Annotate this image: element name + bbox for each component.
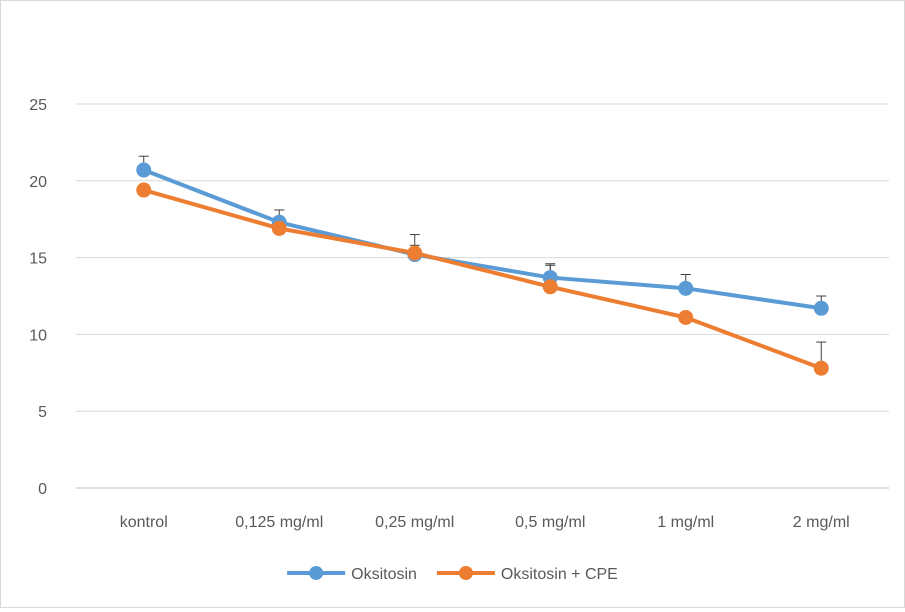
x-tick-label: 0,5 mg/ml xyxy=(515,514,585,531)
data-point xyxy=(678,310,694,326)
legend-item: Oksitosin + CPE xyxy=(436,566,618,583)
data-point xyxy=(136,162,152,178)
data-point xyxy=(271,220,287,236)
series-line-1 xyxy=(141,188,824,371)
x-tick-label: kontrol xyxy=(120,514,168,531)
legend-label: Oksitosin xyxy=(351,566,417,583)
legend: Oksitosin Oksitosin + CPE xyxy=(287,566,618,583)
data-point xyxy=(813,360,829,376)
data-point xyxy=(678,280,694,296)
gridlines xyxy=(76,103,889,489)
series-line-0 xyxy=(141,168,824,311)
series xyxy=(136,162,829,376)
x-tick-label: 0,125 mg/ml xyxy=(235,514,323,531)
y-tick-label: 25 xyxy=(29,97,47,114)
axes: 0 5 10 15 20 25 kontrol 0,125 mg/ml 0,25 mg/ml 0,… xyxy=(29,97,850,531)
y-tick-label: 15 xyxy=(29,251,47,268)
y-tick-label: 10 xyxy=(29,327,47,344)
legend-label: Oksitosin + CPE xyxy=(501,566,618,583)
legend-marker xyxy=(309,566,324,580)
y-tick-label: 0 xyxy=(38,481,47,498)
x-tick-label: 0,25 mg/ml xyxy=(375,514,454,531)
y-tick-label: 20 xyxy=(29,174,47,191)
data-point xyxy=(407,245,423,261)
data-point xyxy=(542,279,558,295)
data-point xyxy=(813,300,829,316)
y-tick-label: 5 xyxy=(38,404,47,421)
data-point xyxy=(136,182,152,198)
x-tick-label: 1 mg/ml xyxy=(657,514,714,531)
legend-item: Oksitosin xyxy=(287,566,417,583)
error-bars xyxy=(138,155,827,369)
x-tick-label: 2 mg/ml xyxy=(793,514,850,531)
legend-marker xyxy=(458,566,473,580)
